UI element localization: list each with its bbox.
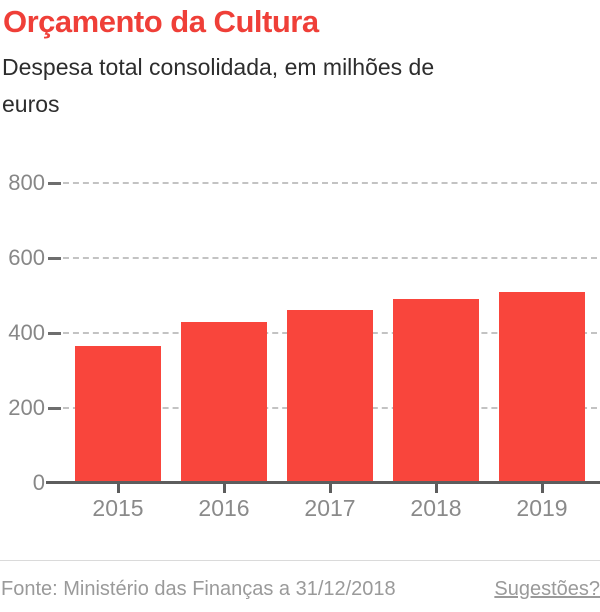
bar-2018[interactable] (393, 299, 479, 481)
source-note: Fonte: Ministério das Finanças a 31/12/2… (1, 578, 396, 600)
gridline-600 (63, 257, 597, 259)
x-axis-label-2017: 2017 (304, 495, 356, 521)
bar-2017[interactable] (287, 310, 373, 481)
y-axis-label-200: 200 (8, 395, 45, 420)
y-axis-tick-600 (48, 257, 61, 260)
y-axis-label-0: 0 (32, 470, 45, 495)
chart-subtitle: Despesa total consolidada, em milhões de… (2, 49, 434, 123)
bar-2016[interactable] (181, 322, 267, 481)
y-axis-label-800: 800 (8, 170, 45, 195)
footer-divider (0, 560, 600, 561)
x-axis-tick-2017 (328, 484, 332, 493)
x-axis-tick-2015 (116, 484, 120, 493)
chart-subtitle-line1: Despesa total consolidada, em milhões de (2, 54, 435, 80)
x-axis-tick-2018 (434, 484, 438, 493)
bar-2015[interactable] (75, 346, 161, 481)
gridline-800 (63, 182, 597, 184)
x-axis-tick-2019 (540, 484, 544, 493)
chart-title: Orçamento da Cultura (3, 4, 319, 39)
x-axis-tick-2016 (222, 484, 226, 493)
x-axis-line (46, 481, 600, 484)
y-axis-label-400: 400 (8, 320, 45, 345)
y-axis-label-600: 600 (8, 245, 45, 270)
y-axis-tick-200 (48, 407, 61, 410)
x-axis-label-2015: 2015 (92, 495, 144, 521)
y-axis-tick-800 (48, 182, 61, 185)
chart-subtitle-line2: euros (2, 91, 60, 117)
y-axis-tick-400 (48, 332, 61, 335)
x-axis-label-2018: 2018 (410, 495, 462, 521)
suggestions-link[interactable]: Sugestões? (494, 578, 600, 600)
bar-2019[interactable] (499, 292, 585, 481)
x-axis-label-2016: 2016 (198, 495, 250, 521)
plot-area: 0 200 400 600 800 2015 2016 2017 2018 2019 (8, 170, 600, 521)
x-axis-label-2019: 2019 (516, 495, 568, 521)
